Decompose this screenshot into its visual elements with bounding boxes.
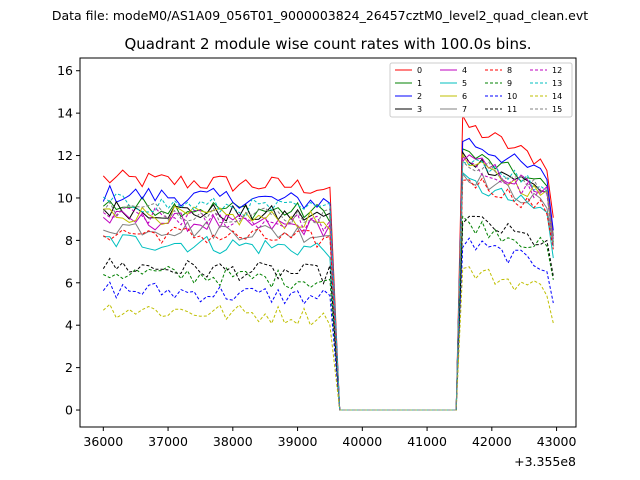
legend-label-15: 15	[552, 105, 562, 114]
legend-label-3: 3	[417, 105, 422, 114]
x-tick-label: 38000	[213, 434, 253, 449]
series-line-15	[102, 160, 554, 411]
x-tick-label: 40000	[342, 434, 382, 449]
plot-background	[80, 58, 576, 427]
y-tick-label: 8	[65, 233, 73, 248]
y-tick-label: 2	[65, 360, 73, 375]
y-tick-label: 10	[57, 190, 73, 205]
y-tick-label: 16	[57, 63, 73, 78]
x-offset-label: +3.355e8	[514, 454, 576, 469]
legend-label-13: 13	[552, 79, 562, 88]
x-tick-label: 41000	[407, 434, 447, 449]
plot-frame	[79, 57, 577, 428]
legend-label-8: 8	[507, 66, 512, 75]
x-axis: 36000 37000 38000 39000 40000 41000 42000 43000	[83, 427, 577, 449]
y-tick-label: 6	[65, 275, 73, 290]
y-tick-label: 4	[65, 318, 73, 333]
y-axis: 0 2 4 6 8 10 12 14 16	[57, 63, 80, 418]
y-tick-label: 12	[57, 148, 73, 163]
chart-title: Quadrant 2 module wise count rates with …	[124, 35, 531, 53]
series-line-0	[102, 113, 554, 411]
figure-suptitle: Data file: modeM0/AS1A09_056T01_90000038…	[52, 8, 588, 23]
series-line-7	[103, 172, 554, 411]
legend-label-6: 6	[462, 92, 467, 101]
legend-label-1: 1	[417, 79, 422, 88]
x-tick-label: 37000	[148, 434, 188, 449]
legend-box	[389, 62, 573, 118]
series-line-8	[103, 177, 554, 411]
series-line-11	[102, 215, 554, 411]
legend-label-0: 0	[417, 66, 422, 75]
legend-label-5: 5	[462, 79, 467, 88]
series-line-2	[102, 137, 554, 411]
x-tick-label: 42000	[472, 434, 512, 449]
legend-label-2: 2	[417, 92, 422, 101]
series-line-14	[102, 266, 554, 411]
plot-area	[79, 57, 577, 428]
series-line-9	[103, 215, 554, 411]
series-line-5	[103, 171, 554, 411]
series-line-6	[103, 152, 554, 411]
legend-label-11: 11	[507, 105, 517, 114]
series-line-4	[102, 154, 554, 411]
y-tick-label: 0	[65, 403, 73, 418]
x-tick-label: 39000	[278, 434, 318, 449]
series-line-10	[102, 237, 554, 411]
legend-label-4: 4	[462, 66, 467, 75]
legend-label-9: 9	[507, 79, 512, 88]
x-tick-label: 43000	[537, 434, 577, 449]
series-line-1	[102, 148, 554, 411]
legend-label-14: 14	[552, 92, 562, 101]
legend-label-10: 10	[507, 92, 517, 101]
legend-label-7: 7	[462, 105, 467, 114]
legend-label-12: 12	[552, 66, 562, 75]
y-tick-label: 14	[57, 106, 73, 121]
x-tick-label: 36000	[83, 434, 123, 449]
